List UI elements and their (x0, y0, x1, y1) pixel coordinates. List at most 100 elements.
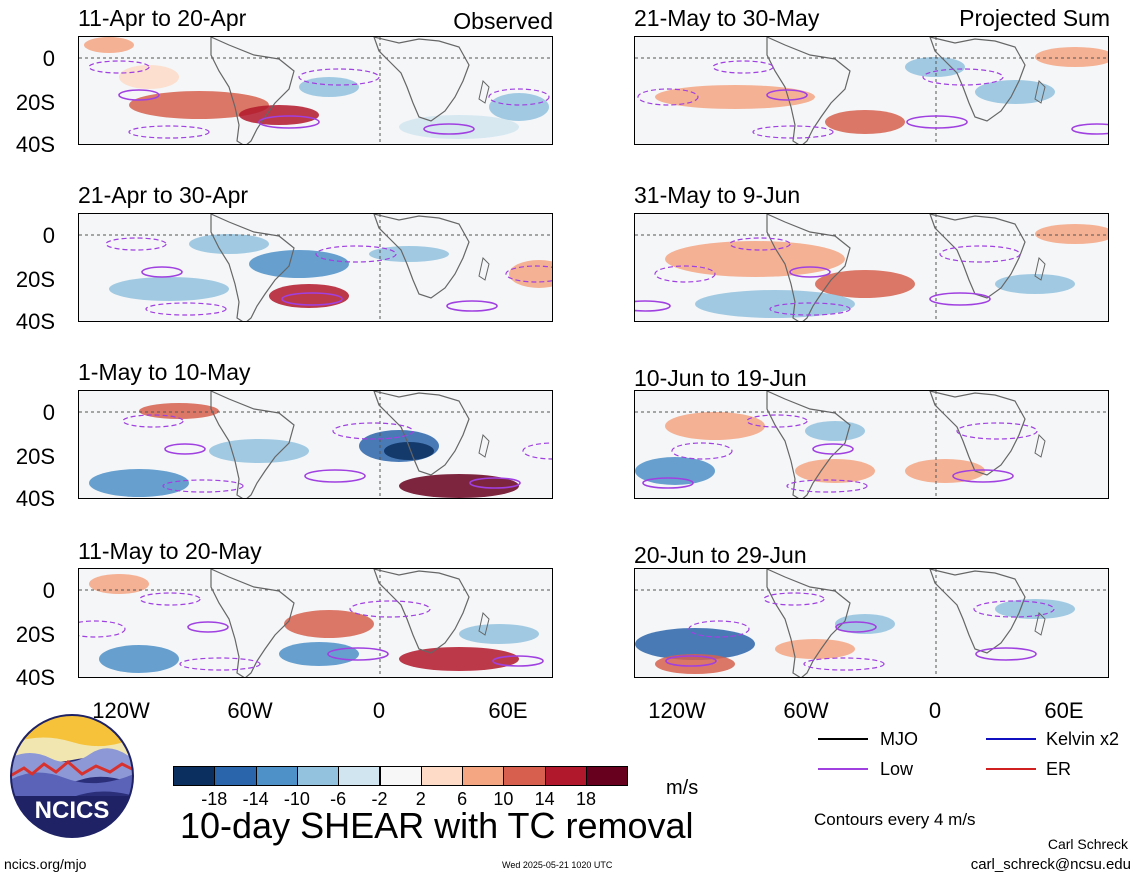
coastline-madagascar (1034, 80, 1046, 104)
colorbar-tick-label: 2 (415, 789, 426, 809)
low-contour-dashed (349, 600, 431, 618)
low-contour-solid (469, 477, 521, 489)
panel-title-1: 11-Apr to 20-Apr (78, 5, 247, 31)
map-panel-7 (634, 390, 1109, 499)
lat-label-40s: 40S (15, 486, 55, 511)
low-contour-dashed (88, 60, 150, 74)
anomaly-shading (384, 442, 434, 460)
anomaly-shading (995, 599, 1075, 619)
low-contour-solid (446, 300, 498, 312)
coastline-africa (373, 391, 470, 476)
lon-label-60e: 60E (1044, 698, 1084, 723)
lon-label-60w: 60W (227, 698, 273, 723)
lat-label-40s: 40S (15, 309, 55, 334)
legend-line-mjo (818, 738, 868, 740)
anomaly-shading (665, 412, 765, 440)
anomaly-shading (635, 628, 755, 660)
anomaly-shading (905, 459, 985, 483)
anomaly-shading (905, 57, 965, 77)
map-panel-1 (78, 36, 553, 145)
author: Carl Schreck (1047, 836, 1128, 852)
low-contour-solid (975, 647, 1037, 661)
low-contour-dashed (786, 479, 868, 493)
low-contour-dashed (128, 125, 210, 139)
anomaly-shading (89, 469, 189, 497)
anomaly-shading (795, 459, 875, 483)
low-contour-dashed (105, 237, 167, 251)
panel-title-6: 31-May to 9-Jun (634, 182, 801, 208)
low-contour-solid (1071, 123, 1108, 135)
legend-line-er (986, 768, 1036, 770)
lat-label-0: 0 (42, 46, 55, 71)
map-panel-2 (78, 213, 553, 322)
low-contour-solid (187, 621, 229, 633)
coastline-madagascar (478, 434, 490, 458)
anomaly-shading (399, 474, 519, 498)
email: carl_schreck@ncsu.edu (970, 856, 1131, 873)
low-contour-dashed (505, 265, 552, 283)
colorbar-units: m/s (666, 777, 699, 799)
low-contour-solid (118, 89, 160, 101)
low-contour-dashed (122, 414, 184, 428)
low-contour-solid (665, 655, 717, 667)
panel-title-7: 10-Jun to 19-Jun (634, 365, 807, 391)
lat-label-0: 0 (42, 400, 55, 425)
lat-label-40s: 40S (15, 665, 55, 690)
lon-label-60w: 60W (783, 698, 829, 723)
low-contour-dashed (763, 592, 825, 606)
map-panel-8 (634, 568, 1109, 678)
low-contour-dashed (956, 422, 1038, 440)
lat-label-20s: 20S (15, 622, 55, 647)
anomaly-shading (655, 654, 735, 674)
map-panel-4 (78, 568, 553, 678)
lon-label-60e: 60E (488, 698, 528, 723)
website: ncics.org/mjo (4, 856, 87, 872)
low-contour-dashed (922, 68, 1004, 86)
low-contour-dashed (671, 442, 733, 460)
low-contour-dashed (522, 442, 552, 460)
low-contour-dashed (139, 592, 201, 606)
legend-low: Low (880, 759, 914, 779)
anomaly-shading (1035, 224, 1108, 244)
coastline-south-america (766, 214, 851, 321)
coastline-south-america (210, 214, 295, 321)
legend-mjo: MJO (880, 729, 918, 749)
low-contour-solid (906, 115, 968, 129)
low-contour-solid (327, 647, 389, 661)
colorbar-tick-label: 18 (575, 789, 597, 809)
anomaly-shading (775, 639, 855, 659)
low-contour-solid (281, 292, 343, 306)
lon-label-0: 0 (928, 698, 942, 723)
map-panel-3 (78, 390, 553, 499)
colorbar-tick-label: 14 (534, 789, 555, 809)
low-contour-solid (952, 469, 1014, 483)
anomaly-shading (129, 91, 269, 119)
colorbar-swatch (296, 766, 340, 786)
colorbar-swatch (544, 766, 587, 786)
panel-label-projected: Projected Sum (959, 5, 1110, 31)
low-contour-dashed (637, 88, 699, 106)
anomaly-shading (459, 624, 539, 644)
colorbar-swatch (173, 766, 216, 786)
anomaly-shading (109, 277, 229, 301)
coastline-south-america (210, 569, 295, 677)
colorbar-swatch (462, 766, 505, 786)
anomaly-shading (835, 614, 895, 634)
anomaly-shading (805, 421, 865, 441)
anomaly-shading (399, 647, 519, 671)
low-contour-dashed (803, 657, 885, 671)
low-contour-dashed (179, 657, 261, 671)
coastline-africa (929, 391, 1026, 476)
timestamp: Wed 2025-05-21 1020 UTC (502, 860, 613, 870)
anomaly-shading (209, 439, 309, 463)
colorbar-tick-label: -6 (330, 789, 347, 809)
low-contour-dashed (145, 302, 227, 316)
panel-title-2: 21-Apr to 30-Apr (78, 182, 249, 208)
low-contour-dashed (973, 600, 1055, 618)
low-contour-dashed (654, 265, 716, 283)
coastline-madagascar (478, 80, 490, 104)
lon-label-0: 0 (372, 698, 386, 723)
colorbar-swatch (214, 766, 257, 786)
anomaly-shading (284, 610, 374, 638)
coastline-madagascar (478, 612, 490, 636)
